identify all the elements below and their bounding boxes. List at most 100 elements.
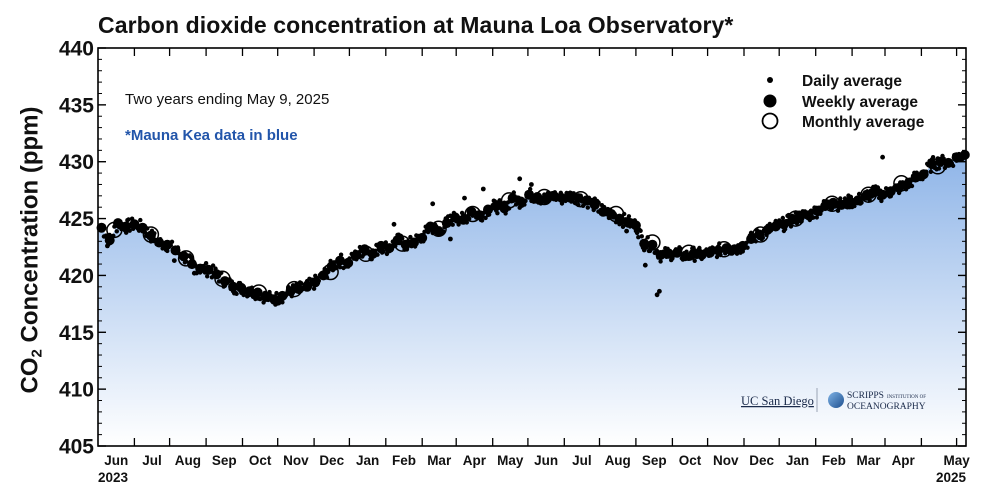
weekly-point: [910, 172, 921, 183]
daily-point: [391, 221, 397, 227]
monthly-point: [357, 245, 375, 263]
axes-layer: 405 410 415 420 425 430 435 440 Jun Jul Aug Sep Oct N…: [59, 38, 970, 486]
legend-monthly-label: Monthly average: [802, 114, 925, 131]
weekly-point: [178, 251, 189, 262]
daily-point: [311, 286, 317, 291]
daily-point: [814, 215, 819, 220]
weekly-point: [737, 240, 748, 251]
weekly-point: [499, 203, 510, 214]
weekly-point: [129, 219, 140, 230]
daily-point: [748, 230, 754, 235]
daily-point: [114, 229, 120, 234]
daily-point: [692, 258, 697, 263]
x-month-label: Sep: [212, 453, 237, 468]
weekly-point: [754, 229, 765, 240]
weekly-point: [162, 239, 173, 250]
weekly-point: [598, 206, 609, 217]
weekly-point: [450, 212, 461, 223]
monthly-point: [860, 186, 877, 203]
monthly-point: [787, 210, 804, 227]
weekly-point: [869, 187, 880, 198]
weekly-point: [137, 222, 148, 233]
monthly-point: [464, 205, 481, 223]
monthly-point: [142, 226, 160, 243]
weekly-point: [951, 152, 962, 163]
monthly-point: [823, 195, 841, 213]
weekly-point: [811, 205, 822, 216]
weekly-point: [704, 247, 715, 258]
daily-point: [280, 300, 285, 305]
daily-point: [634, 230, 640, 236]
x-month-label: Jul: [142, 453, 162, 468]
x-month-label: May: [497, 453, 524, 468]
weekly-point: [844, 196, 855, 207]
x-month-label: Feb: [392, 453, 416, 468]
x-month-label: Apr: [463, 453, 487, 468]
weekly-point: [326, 261, 337, 272]
monthly-point: [106, 221, 123, 239]
daily-point: [856, 191, 862, 197]
weekly-point: [926, 159, 937, 169]
legend-weekly-label: Weekly average: [802, 94, 918, 111]
weekly-point: [902, 179, 913, 190]
weekly-point: [433, 226, 444, 237]
daily-point: [205, 274, 210, 279]
weekly-point: [491, 201, 502, 212]
scripps-logo-name: SCRIPPS: [847, 391, 884, 401]
x-month-label: Jan: [356, 453, 379, 468]
daily-point: [624, 228, 629, 234]
monthly-point: [572, 190, 589, 208]
x-month-label: Aug: [605, 453, 631, 468]
weekly-point: [803, 210, 814, 221]
weekly-point: [310, 277, 321, 288]
x-year-label-start: 2023: [98, 470, 129, 485]
monthly-point: [644, 234, 661, 251]
weekly-point: [335, 255, 345, 266]
weekly-point: [680, 251, 691, 262]
weekly-point: [877, 189, 888, 200]
weekly-point: [376, 240, 387, 251]
monthly-point: [393, 235, 411, 252]
daily-point: [852, 203, 857, 209]
daily-point: [495, 211, 500, 216]
daily-point: [936, 166, 942, 171]
monthly-point: [752, 226, 769, 243]
weekly-point: [729, 244, 740, 255]
y-tick-label: 430: [59, 151, 94, 174]
monthly-point: [500, 192, 518, 209]
x-month-label: Oct: [249, 453, 272, 468]
daily-point: [585, 205, 590, 210]
y-tick-label: 425: [59, 208, 94, 231]
weekly-point: [277, 290, 288, 301]
daily-point: [234, 291, 239, 296]
legend-daily-label: Daily average: [802, 73, 902, 90]
weekly-point: [861, 190, 872, 201]
daily-point: [879, 198, 884, 204]
weekly-point: [762, 224, 773, 235]
daily-point: [529, 182, 534, 187]
x-month-label: Sep: [642, 453, 667, 468]
weekly-point: [466, 206, 477, 217]
x-month-label: Dec: [319, 453, 344, 468]
weekly-point: [630, 220, 641, 231]
weekly-point: [581, 195, 592, 206]
monthly-point: [430, 220, 447, 238]
scripps-logo-small: INSTITUTION OF: [887, 395, 926, 400]
y-tick-label: 405: [59, 436, 94, 459]
legend-daily-marker: [767, 77, 773, 83]
x-month-label: Aug: [175, 453, 201, 468]
fill-area-layer: [98, 154, 966, 446]
weekly-point: [721, 243, 732, 254]
weekly-point: [121, 221, 132, 232]
x-month-label: Feb: [822, 453, 846, 468]
x-month-label: May: [943, 453, 970, 468]
monthly-point: [536, 188, 553, 206]
chart-title: Carbon dioxide concentration at Mauna Lo…: [98, 12, 734, 38]
daily-point: [639, 234, 644, 239]
daily-point: [203, 261, 209, 266]
x-month-label: Dec: [749, 453, 774, 468]
weekly-point: [778, 219, 789, 230]
weekly-point: [269, 294, 280, 305]
daily-point: [124, 230, 129, 235]
daily-point: [456, 222, 461, 227]
